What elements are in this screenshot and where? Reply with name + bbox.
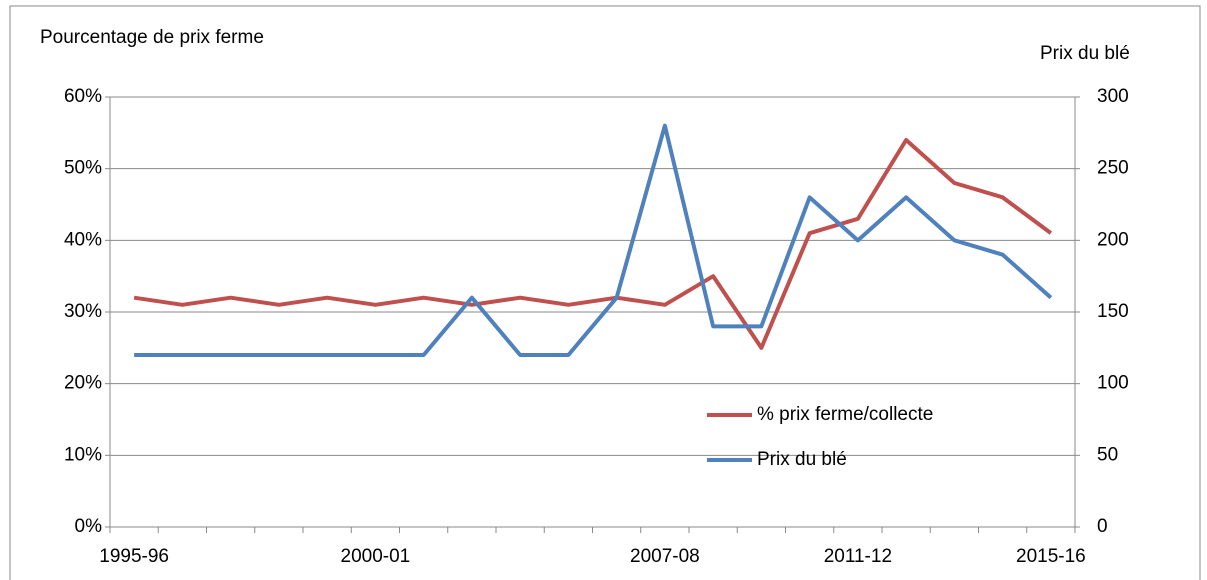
y2-tick-label: 200 <box>1097 229 1129 250</box>
y-tick-label: 60% <box>64 86 102 107</box>
y-tick-label: 50% <box>64 158 102 179</box>
y2-tick-label: 150 <box>1097 301 1129 322</box>
line-series <box>133 138 1053 350</box>
y-tick-label: 30% <box>64 301 102 322</box>
y-tick-label: 20% <box>64 373 102 394</box>
legend-label: Prix du blé <box>757 449 847 470</box>
chart-border <box>9 5 1201 580</box>
y2-tick-label: 0 <box>1097 516 1108 537</box>
y2-axis-title: Prix du blé <box>1040 43 1130 64</box>
y2-tick-label: 100 <box>1097 373 1129 394</box>
y-tick-label: 10% <box>64 444 102 465</box>
y-axis-title: Pourcentage de prix ferme <box>40 27 264 48</box>
y2-tick-label: 50 <box>1097 444 1118 465</box>
x-tick-label: 1995-96 <box>99 546 169 567</box>
line-series <box>134 123 1053 357</box>
x-tick-label: 2000-01 <box>341 546 411 567</box>
y2-tick-label: 300 <box>1097 86 1129 107</box>
x-tick-label: 2011-12 <box>824 546 892 567</box>
x-tick-label: 2007-08 <box>630 546 700 567</box>
x-tick-label: 2015-16 <box>1016 546 1086 567</box>
legend-label: % prix ferme/collecte <box>757 404 933 425</box>
y2-tick-label: 250 <box>1097 158 1129 179</box>
y-tick-label: 40% <box>64 229 102 250</box>
y-tick-label: 0% <box>75 516 103 537</box>
